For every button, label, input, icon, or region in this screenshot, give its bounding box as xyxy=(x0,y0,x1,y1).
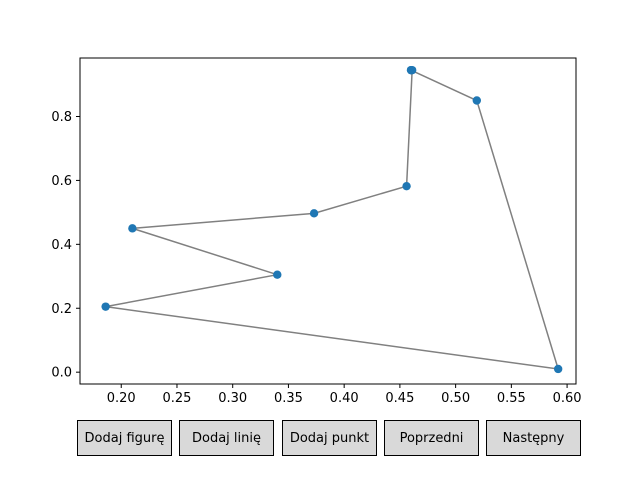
x-axis: 0.20 0.25 0.30 0.35 0.40 0.45 0.50 0.55 0.60 xyxy=(107,384,582,406)
data-point xyxy=(101,302,110,311)
y-tick-label: 0.8 xyxy=(51,110,72,125)
x-tick-label: 0.25 xyxy=(162,391,191,406)
y-tick-label: 0.6 xyxy=(51,174,72,189)
y-tick-label: 0.0 xyxy=(51,366,72,381)
plot-area xyxy=(101,65,563,374)
x-tick-label: 0.50 xyxy=(441,391,470,406)
data-point xyxy=(472,96,481,105)
x-tick-label: 0.40 xyxy=(330,391,359,406)
add-figure-button[interactable]: Dodaj figurę xyxy=(77,420,172,456)
add-point-button[interactable]: Dodaj punkt xyxy=(282,420,377,456)
data-point xyxy=(406,65,416,75)
data-point xyxy=(402,181,411,191)
data-point xyxy=(553,364,563,374)
x-tick-label: 0.20 xyxy=(107,391,136,406)
add-line-button[interactable]: Dodaj linię xyxy=(179,420,274,456)
x-tick-label: 0.45 xyxy=(385,391,414,406)
data-point xyxy=(309,209,319,218)
y-tick-label: 0.4 xyxy=(51,238,72,253)
next-button[interactable]: Następny xyxy=(486,420,581,456)
series-line xyxy=(105,69,560,370)
y-tick-label: 0.2 xyxy=(51,302,72,317)
x-tick-label: 0.35 xyxy=(274,391,303,406)
x-tick-label: 0.30 xyxy=(218,391,247,406)
previous-button[interactable]: Poprzedni xyxy=(384,420,479,456)
y-axis: 0.0 0.2 0.4 0.6 0.8 xyxy=(51,110,80,381)
data-point xyxy=(128,224,137,233)
data-point xyxy=(273,270,282,279)
axes-frame xyxy=(79,57,577,385)
x-tick-label: 0.55 xyxy=(497,391,526,406)
x-tick-label: 0.60 xyxy=(553,391,582,406)
